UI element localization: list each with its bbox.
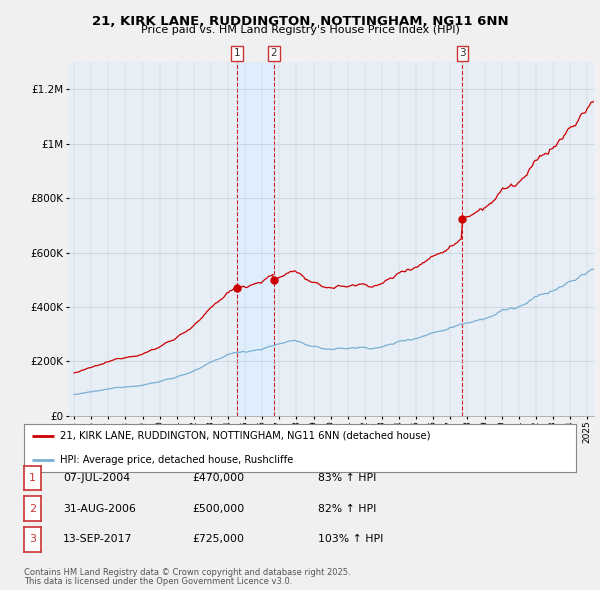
Text: 82% ↑ HPI: 82% ↑ HPI [318, 504, 376, 513]
Text: 2: 2 [271, 48, 277, 58]
Text: 31-AUG-2006: 31-AUG-2006 [63, 504, 136, 513]
Text: 2: 2 [29, 504, 36, 513]
Bar [237, 62, 274, 416]
Text: 13-SEP-2017: 13-SEP-2017 [63, 535, 133, 544]
Text: 07-JUL-2004: 07-JUL-2004 [63, 473, 130, 483]
Text: Contains HM Land Registry data © Crown copyright and database right 2025.: Contains HM Land Registry data © Crown c… [24, 568, 350, 577]
Text: 1: 1 [29, 473, 36, 483]
Text: HPI: Average price, detached house, Rushcliffe: HPI: Average price, detached house, Rush… [60, 455, 293, 465]
Text: 3: 3 [459, 48, 466, 58]
Text: Price paid vs. HM Land Registry's House Price Index (HPI): Price paid vs. HM Land Registry's House … [140, 25, 460, 35]
Text: 83% ↑ HPI: 83% ↑ HPI [318, 473, 376, 483]
Text: 103% ↑ HPI: 103% ↑ HPI [318, 535, 383, 544]
Text: 3: 3 [29, 535, 36, 544]
Text: 1: 1 [233, 48, 240, 58]
Text: This data is licensed under the Open Government Licence v3.0.: This data is licensed under the Open Gov… [24, 578, 292, 586]
Text: £470,000: £470,000 [192, 473, 244, 483]
Text: £500,000: £500,000 [192, 504, 244, 513]
Text: £725,000: £725,000 [192, 535, 244, 544]
Text: 21, KIRK LANE, RUDDINGTON, NOTTINGHAM, NG11 6NN (detached house): 21, KIRK LANE, RUDDINGTON, NOTTINGHAM, N… [60, 431, 430, 441]
Text: 21, KIRK LANE, RUDDINGTON, NOTTINGHAM, NG11 6NN: 21, KIRK LANE, RUDDINGTON, NOTTINGHAM, N… [92, 15, 508, 28]
